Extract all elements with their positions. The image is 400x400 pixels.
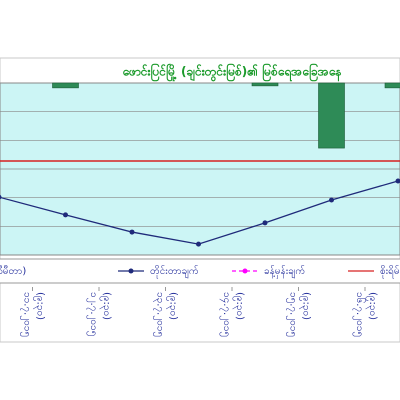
point [63, 212, 68, 218]
point [329, 197, 334, 203]
x-tick-label-time: (၉:၃၀) [299, 292, 312, 320]
legend-label: တိုင်းတာချက် [150, 264, 199, 279]
x-tick-label: ၁၆.၇.၂၀၁၅ [352, 292, 367, 337]
x-tick-label-time: (၉:၃၀) [232, 292, 245, 320]
legend [0, 258, 400, 284]
x-tick-label-time: (၉:၃၀) [365, 292, 378, 320]
legend-label: စိုးရိမ်ရေမှတ် [380, 264, 400, 279]
x-tick-label-time: (၉:၃၀) [33, 292, 46, 320]
chart-title: ဖောင်းပြင်မြို့ (ချင်းတွင်းမြစ်)၏ မြစ်ရေ… [122, 62, 342, 83]
legend-marker [242, 268, 248, 274]
bar [384, 82, 400, 89]
x-tick-label-time: (၉:၃၀) [99, 292, 112, 320]
x-tick-label: ၁၂.၇.၂၀၁၅ [86, 292, 99, 336]
point [196, 241, 201, 247]
legend-label: ခန့်မှန်းချက် [264, 264, 305, 279]
bar [52, 82, 79, 89]
x-tick-label: ၁၁.၇.၂၀၁၅ [20, 292, 33, 337]
legend-marker [128, 268, 134, 274]
point [262, 220, 268, 226]
x-tick-label: ၁၃.၇.၂၀၁၅ [153, 292, 166, 337]
point [395, 178, 400, 184]
point [0, 194, 2, 200]
bar [318, 82, 345, 149]
x-tick-label: ၁၄.၇.၂၀၁၅ [219, 292, 232, 337]
bar [251, 82, 279, 87]
point [129, 229, 135, 235]
x-tick-label: ၁၅.၇.၂၀၁၅ [286, 292, 299, 337]
legend-label: မိုးရေချိန်(မီလီမီတာ) [0, 264, 26, 279]
x-tick-label-time: (၉:၃၀) [166, 292, 179, 320]
